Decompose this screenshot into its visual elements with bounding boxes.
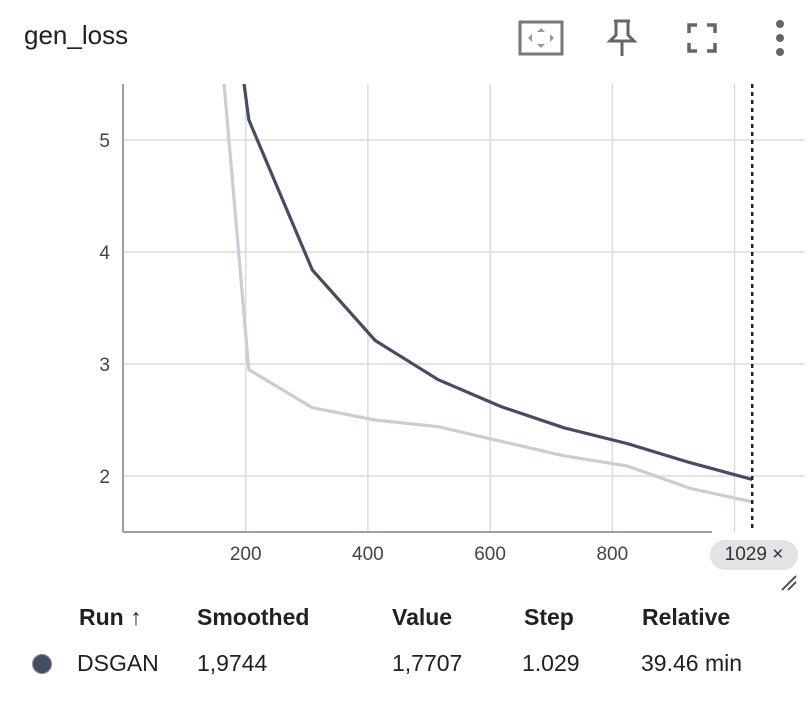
- header-relative: Relative: [642, 604, 731, 630]
- chart-card-header: gen_loss: [0, 0, 812, 80]
- fit-domain-icon: [518, 20, 564, 56]
- line-chart[interactable]: 200 400 600 800 2 3 4 5: [0, 80, 812, 600]
- y-tick-label: 4: [99, 243, 110, 264]
- header-value: Value: [392, 604, 453, 630]
- chart-area[interactable]: 200 400 600 800 2 3 4 5: [0, 80, 812, 600]
- data-table: Run ↑ Smoothed Value Step Relative DSGAN…: [0, 596, 812, 704]
- header-run[interactable]: Run ↑: [79, 604, 142, 630]
- hover-step-badge[interactable]: 1029 ×: [710, 540, 798, 570]
- cell-value: 1,7707: [392, 650, 463, 676]
- fullscreen-button[interactable]: [678, 14, 726, 62]
- x-tick-label: 800: [596, 544, 628, 565]
- header-step: Step: [524, 604, 574, 630]
- x-tick-label: 200: [230, 544, 262, 565]
- x-tick-label: 400: [352, 544, 384, 565]
- resize-handle-icon[interactable]: [778, 574, 798, 592]
- header-smoothed: Smoothed: [197, 604, 310, 630]
- cell-run: DSGAN: [77, 650, 159, 676]
- y-tick-label: 5: [99, 131, 110, 152]
- series-line-raw: [222, 84, 753, 504]
- cell-smoothed: 1,9744: [197, 650, 268, 676]
- more-vert-icon: [776, 20, 784, 56]
- pin-icon: [606, 19, 638, 56]
- cell-step: 1.029: [522, 650, 580, 676]
- chart-title: gen_loss: [24, 20, 129, 50]
- x-tick-label: 600: [474, 544, 506, 565]
- cell-relative: 39.46 min: [641, 650, 743, 676]
- series-line-smoothed: [242, 84, 753, 481]
- pin-button[interactable]: [598, 14, 646, 62]
- y-tick-label: 2: [99, 467, 110, 488]
- run-color-swatch: [32, 654, 52, 674]
- hover-step-label: 1029 ×: [724, 544, 784, 565]
- fullscreen-icon: [687, 23, 717, 53]
- y-tick-label: 3: [99, 355, 110, 376]
- fit-domain-button[interactable]: [517, 14, 565, 62]
- more-options-button[interactable]: [756, 14, 804, 62]
